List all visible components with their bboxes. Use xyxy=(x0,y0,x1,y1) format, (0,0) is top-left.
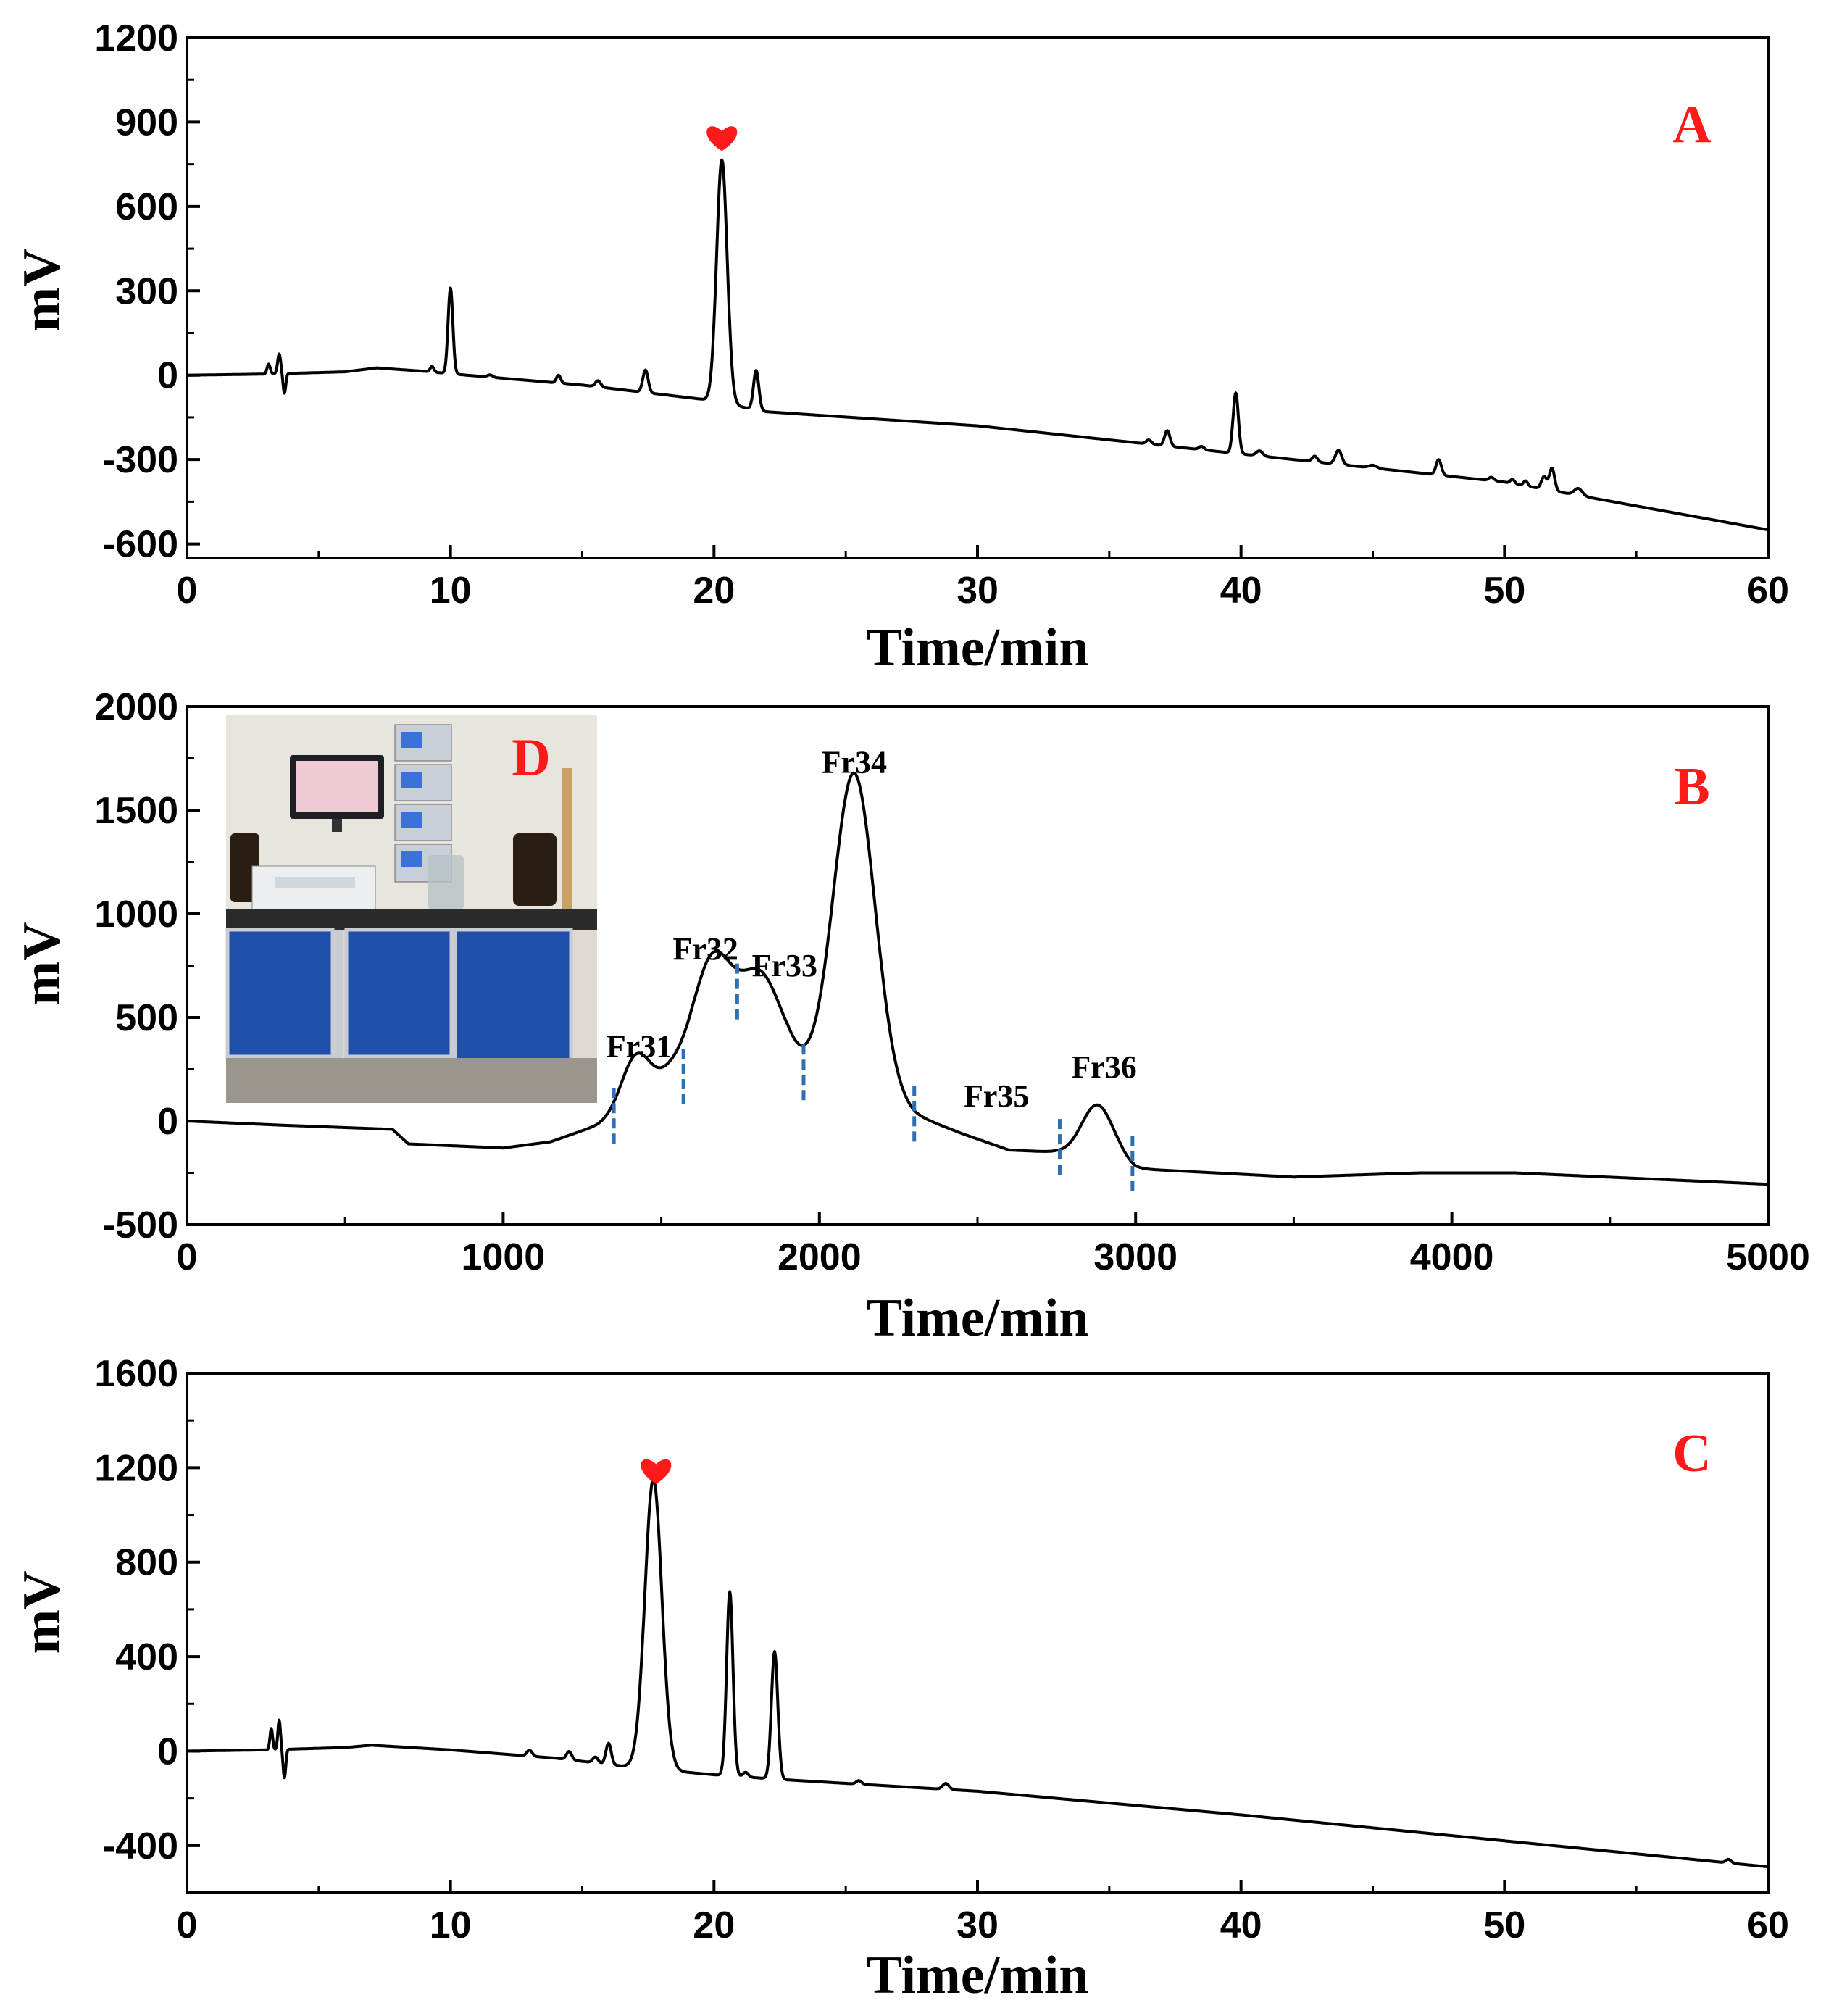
fraction-label-fr31: Fr31 xyxy=(607,1028,672,1064)
y-tick-label: -600 xyxy=(103,524,178,566)
x-tick-label: 10 xyxy=(430,1904,472,1946)
y-tick-label: -400 xyxy=(103,1825,178,1867)
x-tick-label: 4000 xyxy=(1410,1236,1494,1278)
panel-c-y-axis-title: mV xyxy=(12,1570,72,1654)
x-tick-label: 60 xyxy=(1747,1904,1789,1946)
y-tick-label: 1200 xyxy=(94,1447,178,1489)
fraction-label-fr34: Fr34 xyxy=(822,745,887,780)
x-tick-label: 5000 xyxy=(1726,1236,1810,1278)
fraction-label-fr32: Fr32 xyxy=(672,931,738,967)
panel-c-x-axis-title: Time/min xyxy=(867,1946,1089,2005)
inset-cabinet-left xyxy=(225,928,335,1059)
inset-bottle-glass xyxy=(428,855,464,909)
y-tick-label: 2000 xyxy=(94,686,178,728)
panel-a-chart: 0 10 20 30 40 50 60 -600 -300 0 300 600 900 1200 Time… xyxy=(12,17,1789,678)
inset-module-3-screen xyxy=(401,812,422,828)
panel-b-chart: 0 1000 2000 3000 4000 5000-500050010001500200… xyxy=(12,686,1810,1348)
x-tick-label: 30 xyxy=(956,570,999,612)
x-tick-label: 60 xyxy=(1747,570,1789,612)
panel-c-plot-frame xyxy=(186,1372,1770,1894)
panel-b-trace xyxy=(186,771,1770,1186)
y-tick-label: 1200 xyxy=(94,17,178,59)
y-tick-label: 0 xyxy=(157,1101,178,1143)
inset-module-3 xyxy=(394,804,452,841)
x-tick-label: 1000 xyxy=(462,1236,546,1278)
inset-module-4-screen xyxy=(401,851,422,867)
fraction-label-fr33: Fr33 xyxy=(752,948,817,983)
panel-b-y-axis-title: mV xyxy=(12,922,72,1005)
x-tick-label: 0 xyxy=(177,570,198,612)
y-tick-label: 1600 xyxy=(94,1353,178,1395)
panel-b-fraction-cuts xyxy=(612,963,1135,1194)
x-tick-label: 3000 xyxy=(1093,1236,1177,1278)
panel-c-label: C xyxy=(1672,1424,1711,1483)
x-tick-label: 50 xyxy=(1483,570,1525,612)
heart-icon xyxy=(706,126,738,151)
panel-a-plot-frame xyxy=(186,36,1770,559)
fraction-label-fr36: Fr36 xyxy=(1071,1049,1136,1085)
panel-b-label: B xyxy=(1674,757,1709,817)
panel-c-trace xyxy=(186,1477,1770,1869)
inset-module-2-screen xyxy=(401,772,422,788)
y-tick-label: 500 xyxy=(115,997,178,1039)
y-tick-label: 1500 xyxy=(94,790,178,832)
panel-b-x-axis-title: Time/min xyxy=(867,1288,1089,1348)
x-tick-label: 10 xyxy=(430,570,472,612)
x-tick-label: 0 xyxy=(177,1236,198,1278)
instrument-photo-inset: D xyxy=(225,715,597,1103)
inset-bottle-right xyxy=(513,833,557,906)
y-tick-label: 1000 xyxy=(94,894,178,936)
inset-collector-panel xyxy=(275,877,355,888)
x-tick-label: 20 xyxy=(693,570,735,612)
inset-cabinet-right xyxy=(453,928,573,1080)
y-tick-label: 600 xyxy=(115,186,178,228)
inset-module-1-screen xyxy=(401,732,422,748)
y-tick-label: 0 xyxy=(157,1730,178,1773)
inset-monitor-stand xyxy=(332,819,342,832)
inset-label: D xyxy=(512,728,550,788)
panel-a-y-axis-title: mV xyxy=(12,248,72,331)
heart-icon xyxy=(641,1459,672,1484)
panel-a-ticks: 0 10 20 30 40 50 60 -600 -300 0 300 600 900 1200 xyxy=(94,17,1789,612)
x-tick-label: 50 xyxy=(1483,1904,1525,1946)
panel-a-x-axis-title: Time/min xyxy=(867,618,1089,678)
panel-a-trace xyxy=(186,158,1770,532)
x-tick-label: 30 xyxy=(956,1904,999,1946)
inset-floor xyxy=(226,1058,597,1103)
inset-cabinet-leg xyxy=(335,930,343,1086)
x-tick-label: 40 xyxy=(1220,1904,1262,1946)
inset-cabinet-mid xyxy=(344,928,454,1059)
panel-a-label: A xyxy=(1672,95,1711,154)
y-tick-label: 0 xyxy=(157,355,178,397)
panel-b-fraction-labels: Fr31 Fr32 Fr33 Fr34 Fr35 Fr36 xyxy=(607,745,1137,1114)
x-tick-label: 0 xyxy=(177,1904,198,1946)
y-tick-label: -500 xyxy=(103,1204,178,1246)
y-tick-label: 900 xyxy=(115,101,178,143)
y-tick-label: -300 xyxy=(103,439,178,481)
y-tick-label: 800 xyxy=(115,1542,178,1584)
panel-c-chart: 0 10 20 30 40 50 60 -400 0 400 800 1200 1600 Time/mi… xyxy=(12,1353,1789,2005)
x-tick-label: 20 xyxy=(693,1904,735,1946)
x-tick-label: 2000 xyxy=(778,1236,862,1278)
inset-monitor-screen xyxy=(296,761,378,812)
y-tick-label: 300 xyxy=(115,270,178,312)
inset-bench-top xyxy=(226,909,597,930)
panel-c-ticks: 0 10 20 30 40 50 60 -400 0 400 800 1200 1600 xyxy=(94,1353,1789,1946)
y-tick-label: 400 xyxy=(115,1636,178,1678)
panel-b-ticks: 0 1000 2000 3000 4000 5000-500050010001500200… xyxy=(94,686,1810,1278)
x-tick-label: 40 xyxy=(1220,570,1262,612)
fraction-label-fr35: Fr35 xyxy=(964,1078,1029,1114)
